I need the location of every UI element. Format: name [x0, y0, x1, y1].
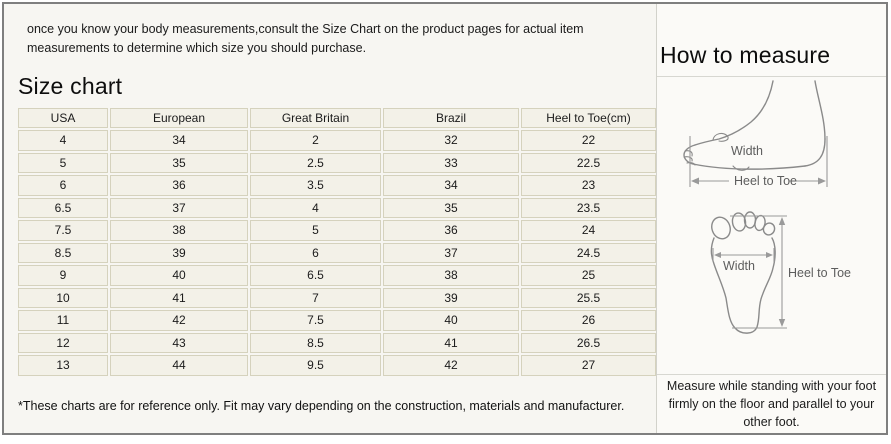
table-row: 6.5 37 4 35 23.5: [18, 197, 656, 219]
size-cell: 4: [18, 130, 108, 151]
size-cell: 36: [110, 175, 248, 196]
table-row: 13 44 9.5 42 27: [18, 355, 656, 376]
sole-heel-to-toe-label: Heel to Toe: [788, 266, 851, 280]
size-chart-title: Size chart: [18, 72, 123, 99]
size-cell: 36: [383, 220, 519, 241]
size-cell: 41: [383, 332, 519, 354]
size-cell: 26: [521, 310, 656, 331]
table-row: 5 35 2.5 33 22.5: [18, 152, 656, 174]
size-cell: 32: [383, 130, 519, 151]
size-cell: 11: [18, 310, 108, 331]
size-cell: 43: [110, 332, 248, 354]
size-cell: 23: [521, 175, 656, 196]
reference-footnote: *These charts are for reference only. Fi…: [18, 398, 625, 413]
size-cell: 25: [521, 265, 656, 286]
size-cell: 9.5: [250, 355, 381, 376]
side-heel-to-toe-label: Heel to Toe: [734, 174, 797, 188]
size-cell: 2.5: [250, 152, 381, 174]
column-header: Brazil: [383, 107, 519, 129]
size-cell: 22.5: [521, 152, 656, 174]
size-cell: 37: [110, 197, 248, 219]
size-cell: 7: [250, 287, 381, 309]
size-chart-section: once you know your body measurements,con…: [4, 4, 657, 433]
table-row: 11 42 7.5 40 26: [18, 310, 656, 331]
sole-width-label: Width: [723, 259, 755, 273]
size-cell: 10: [18, 287, 108, 309]
size-cell: 5: [250, 220, 381, 241]
table-row: 4 34 2 32 22: [18, 130, 656, 151]
size-cell: 23.5: [521, 197, 656, 219]
size-cell: 6.5: [250, 265, 381, 286]
size-cell: 39: [110, 242, 248, 264]
column-header: USA: [18, 107, 108, 129]
size-cell: 6: [18, 175, 108, 196]
size-cell: 6: [250, 242, 381, 264]
size-cell: 33: [383, 152, 519, 174]
column-header: European: [110, 107, 248, 129]
size-cell: 9: [18, 265, 108, 286]
size-table-header-row: USA European Great Britain Brazil Heel to To…: [18, 107, 656, 129]
size-cell: 38: [110, 220, 248, 241]
size-cell: 40: [110, 265, 248, 286]
table-row: 10 41 7 39 25.5: [18, 287, 656, 309]
column-header: Heel to Toe(cm): [521, 107, 656, 129]
size-cell: 35: [110, 152, 248, 174]
size-cell: 22: [521, 130, 656, 151]
table-row: 7.5 38 5 36 24: [18, 220, 656, 241]
size-table-body: 4 34 2 32 22 5 35 2.5 33 22.5 6 36 3.5 34 23 6.5 37 4 35 23…: [18, 130, 656, 376]
size-cell: 6.5: [18, 197, 108, 219]
foot-sole-view-diagram: Width Heel to Toe: [710, 211, 851, 334]
table-row: 9 40 6.5 38 25: [18, 265, 656, 286]
size-chart-table: USA European Great Britain Brazil Heel to To…: [16, 106, 658, 378]
measurement-diagrams: Width Heel to Toe: [657, 77, 886, 375]
size-cell: 24: [521, 220, 656, 241]
intro-text: once you know your body measurements,con…: [27, 22, 584, 56]
size-cell: 34: [110, 130, 248, 151]
size-cell: 27: [521, 355, 656, 376]
size-cell: 13: [18, 355, 108, 376]
size-cell: 7.5: [18, 220, 108, 241]
size-cell: 37: [383, 242, 519, 264]
how-to-measure-title: How to measure: [657, 4, 886, 77]
size-cell: 3.5: [250, 175, 381, 196]
size-cell: 7.5: [250, 310, 381, 331]
size-cell: 34: [383, 175, 519, 196]
measure-instruction-note: Measure while standing with your foot fi…: [666, 378, 877, 430]
size-cell: 5: [18, 152, 108, 174]
size-cell: 25.5: [521, 287, 656, 309]
how-to-measure-section: How to measure: [657, 4, 886, 433]
table-row: 12 43 8.5 41 26.5: [18, 332, 656, 354]
table-row: 8.5 39 6 37 24.5: [18, 242, 656, 264]
size-cell: 4: [250, 197, 381, 219]
size-cell: 40: [383, 310, 519, 331]
side-width-label: Width: [731, 144, 763, 158]
size-cell: 26.5: [521, 332, 656, 354]
size-cell: 2: [250, 130, 381, 151]
size-cell: 39: [383, 287, 519, 309]
size-cell: 8.5: [18, 242, 108, 264]
column-header: Great Britain: [250, 107, 381, 129]
size-cell: 38: [383, 265, 519, 286]
size-cell: 44: [110, 355, 248, 376]
size-cell: 42: [383, 355, 519, 376]
size-cell: 24.5: [521, 242, 656, 264]
size-cell: 8.5: [250, 332, 381, 354]
size-cell: 42: [110, 310, 248, 331]
size-cell: 35: [383, 197, 519, 219]
foot-side-view-diagram: Width Heel to Toe: [683, 80, 828, 188]
table-row: 6 36 3.5 34 23: [18, 175, 656, 196]
size-cell: 41: [110, 287, 248, 309]
size-guide-panel: once you know your body measurements,con…: [2, 2, 888, 435]
size-cell: 12: [18, 332, 108, 354]
